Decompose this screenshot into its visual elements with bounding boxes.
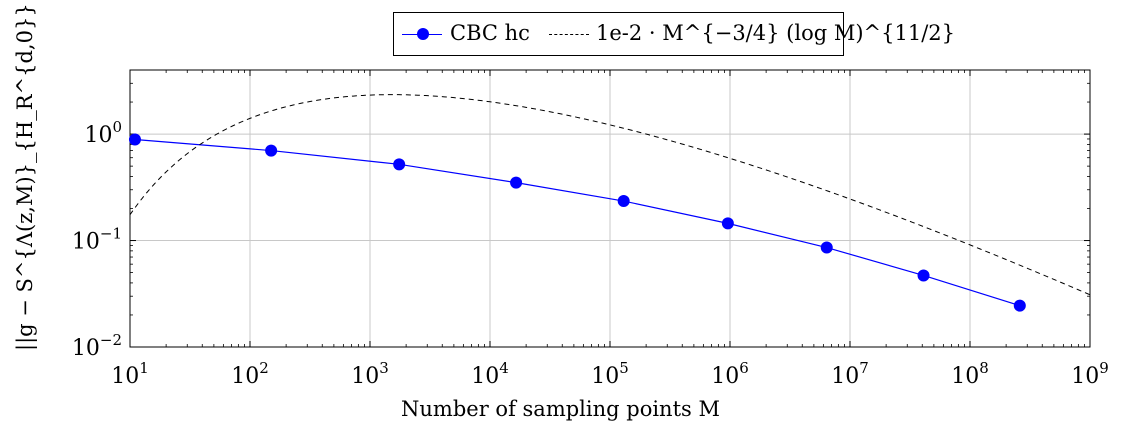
x-tick-exponent: 4: [499, 359, 509, 377]
x-tick-label: 104: [471, 359, 509, 389]
data-point-cbc-hc: [128, 133, 141, 146]
x-tick-label: 107: [831, 359, 869, 389]
grid-lines: [130, 70, 1090, 347]
y-tick-label: 10−2: [72, 331, 122, 361]
data-point-cbc-hc: [721, 217, 734, 230]
x-tick-base: 10: [471, 364, 499, 389]
x-tick-base: 10: [351, 364, 379, 389]
series-line-cbc-hc: [134, 138, 1020, 307]
x-tick-exponent: 7: [859, 359, 869, 377]
x-axis-label: Number of sampling points M: [401, 397, 720, 421]
x-tick-exponent: 2: [259, 359, 269, 377]
legend-line-bound: [549, 34, 589, 35]
x-tick-base: 10: [951, 364, 979, 389]
y-tick-base: 10: [72, 230, 100, 255]
x-tick-label: 109: [1071, 359, 1109, 389]
x-tick-label: 102: [231, 359, 269, 389]
x-tick-label: 101: [111, 359, 149, 389]
plot-frame: [129, 69, 1091, 348]
y-tick-exponent: −2: [100, 331, 122, 349]
data-point-cbc-hc: [917, 269, 930, 282]
x-tick-base: 10: [111, 364, 139, 389]
series-line-bound: [129, 94, 1091, 296]
legend-label-cbc-hc: CBC hc: [450, 21, 530, 45]
data-point-cbc-hc: [820, 241, 833, 254]
x-tick-exponent: 6: [739, 359, 749, 377]
x-tick-base: 10: [231, 364, 259, 389]
x-tick-label: 108: [951, 359, 989, 389]
x-tick-label: 105: [591, 359, 629, 389]
x-tick-exponent: 9: [1099, 359, 1109, 377]
data-point-cbc-hc: [393, 158, 406, 171]
y-tick-base: 10: [84, 123, 112, 148]
x-tick-exponent: 8: [979, 359, 989, 377]
x-tick-base: 10: [711, 364, 739, 389]
series-curves: [128, 94, 1091, 312]
x-tick-base: 10: [831, 364, 859, 389]
y-axis-label: ||g − S^{Λ(z,M)}_{H_R^{d,0}} g | L_2(T^d…: [13, 0, 37, 351]
x-tick-label: 106: [711, 359, 749, 389]
x-tick-exponent: 1: [139, 359, 149, 377]
y-tick-label: 100: [84, 118, 122, 148]
x-tick-base: 10: [591, 364, 619, 389]
legend-marker-cbc-hc: [417, 28, 429, 40]
legend-label-bound: 1e-2 · M^{−3/4} (log M)^{11/2}: [596, 21, 955, 45]
data-point-cbc-hc: [617, 195, 630, 208]
y-tick-label: 10−1: [72, 225, 122, 255]
y-tick-exponent: 0: [112, 118, 122, 136]
data-point-cbc-hc: [1013, 299, 1026, 312]
y-tick-exponent: −1: [100, 225, 122, 243]
legend: CBC hc 1e-2 · M^{−3/4} (log M)^{11/2}: [393, 12, 955, 56]
data-point-cbc-hc: [265, 144, 278, 157]
x-tick-exponent: 5: [619, 359, 629, 377]
y-tick-base: 10: [72, 336, 100, 361]
x-tick-label: 103: [351, 359, 389, 389]
x-tick-exponent: 3: [379, 359, 389, 377]
x-tick-base: 10: [1071, 364, 1099, 389]
data-point-cbc-hc: [510, 176, 523, 189]
